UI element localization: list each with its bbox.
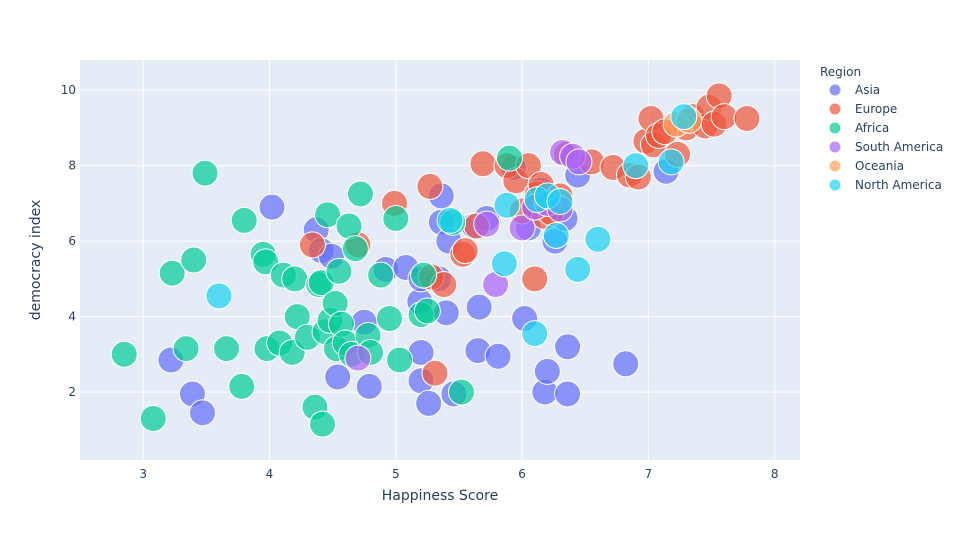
data-point[interactable] — [189, 399, 217, 427]
y-tick-label: 2 — [68, 385, 76, 399]
legend-label: Africa — [855, 121, 889, 135]
data-point[interactable] — [375, 304, 403, 332]
data-point[interactable] — [542, 221, 570, 249]
legend-item[interactable]: Africa — [828, 121, 889, 135]
legend-label: North America — [855, 178, 942, 192]
data-point[interactable] — [314, 201, 342, 229]
data-point[interactable] — [344, 344, 372, 372]
data-point[interactable] — [564, 255, 592, 283]
data-point[interactable] — [546, 188, 574, 216]
x-tick-label: 8 — [771, 467, 779, 481]
data-point[interactable] — [493, 191, 521, 219]
data-point[interactable] — [228, 372, 256, 400]
legend-item[interactable]: Europe — [828, 102, 897, 116]
legend-item[interactable]: Asia — [828, 83, 880, 97]
data-point[interactable] — [213, 335, 241, 363]
data-point[interactable] — [386, 346, 414, 374]
data-point[interactable] — [533, 357, 561, 385]
legend-label: Europe — [855, 102, 897, 116]
y-axis-label: democracy index — [28, 200, 44, 320]
y-axis-ticks: 2 4 6 8 10 — [61, 83, 76, 399]
data-point[interactable] — [451, 237, 479, 265]
data-point[interactable] — [341, 235, 369, 263]
legend-item[interactable]: North America — [828, 178, 942, 192]
x-tick-label: 3 — [139, 467, 147, 481]
data-point[interactable] — [421, 359, 449, 387]
x-axis-label: Happiness Score — [382, 488, 499, 504]
data-points — [110, 82, 761, 438]
data-point[interactable] — [416, 172, 444, 200]
x-tick-label: 5 — [392, 467, 400, 481]
x-tick-label: 4 — [266, 467, 274, 481]
legend-marker — [828, 140, 842, 154]
data-point[interactable] — [447, 378, 475, 406]
data-point[interactable] — [346, 180, 374, 208]
data-point[interactable] — [325, 257, 353, 285]
legend-marker — [828, 178, 842, 192]
data-point[interactable] — [622, 152, 650, 180]
legend-marker — [828, 121, 842, 135]
data-point[interactable] — [415, 389, 443, 417]
data-point[interactable] — [324, 363, 352, 391]
legend-marker — [828, 159, 842, 173]
legend-item[interactable]: Oceania — [828, 159, 904, 173]
data-point[interactable] — [413, 297, 441, 325]
data-point[interactable] — [298, 231, 326, 259]
y-tick-label: 10 — [61, 83, 76, 97]
data-point[interactable] — [670, 103, 698, 131]
data-point[interactable] — [158, 259, 186, 287]
data-point[interactable] — [230, 206, 258, 234]
data-point[interactable] — [258, 193, 286, 221]
data-point[interactable] — [490, 250, 518, 278]
legend-marker — [828, 102, 842, 116]
data-point[interactable] — [139, 404, 167, 432]
legend-title: Region — [820, 65, 861, 79]
legend-label: Asia — [855, 83, 880, 97]
data-point[interactable] — [205, 282, 233, 310]
data-point[interactable] — [565, 148, 593, 176]
data-point[interactable] — [657, 148, 685, 176]
data-point[interactable] — [521, 320, 549, 348]
data-point[interactable] — [554, 380, 582, 408]
y-tick-label: 6 — [68, 234, 76, 248]
x-tick-label: 6 — [518, 467, 526, 481]
legend[interactable]: Asia Europe Africa South America Oceania Nort… — [828, 83, 943, 192]
data-point[interactable] — [508, 214, 536, 242]
y-tick-label: 8 — [68, 159, 76, 173]
data-point[interactable] — [495, 144, 523, 172]
data-point[interactable] — [554, 333, 582, 361]
data-point[interactable] — [410, 261, 438, 289]
data-point[interactable] — [110, 340, 138, 368]
data-point[interactable] — [436, 206, 464, 234]
data-point[interactable] — [367, 261, 395, 289]
x-axis-ticks: 3 4 5 6 7 8 — [139, 467, 778, 481]
data-point[interactable] — [584, 225, 612, 253]
data-point[interactable] — [612, 350, 640, 378]
y-tick-label: 4 — [68, 310, 76, 324]
data-point[interactable] — [710, 103, 738, 131]
data-point[interactable] — [733, 104, 761, 132]
data-point[interactable] — [473, 210, 501, 238]
series-north-america — [205, 103, 698, 348]
data-point[interactable] — [180, 246, 208, 274]
data-point[interactable] — [281, 265, 309, 293]
data-point[interactable] — [309, 410, 337, 438]
data-point[interactable] — [355, 372, 383, 400]
series-africa — [110, 144, 523, 438]
legend-label: Oceania — [855, 159, 904, 173]
data-point[interactable] — [465, 293, 493, 321]
legend-label: South America — [855, 140, 943, 154]
data-point[interactable] — [521, 265, 549, 293]
legend-marker — [828, 83, 842, 97]
legend-item[interactable]: South America — [828, 140, 943, 154]
data-point[interactable] — [382, 204, 410, 232]
data-point[interactable] — [469, 150, 497, 178]
data-point[interactable] — [335, 212, 363, 240]
x-tick-label: 7 — [645, 467, 653, 481]
data-point[interactable] — [191, 159, 219, 187]
data-point[interactable] — [484, 342, 512, 370]
data-point[interactable] — [172, 335, 200, 363]
